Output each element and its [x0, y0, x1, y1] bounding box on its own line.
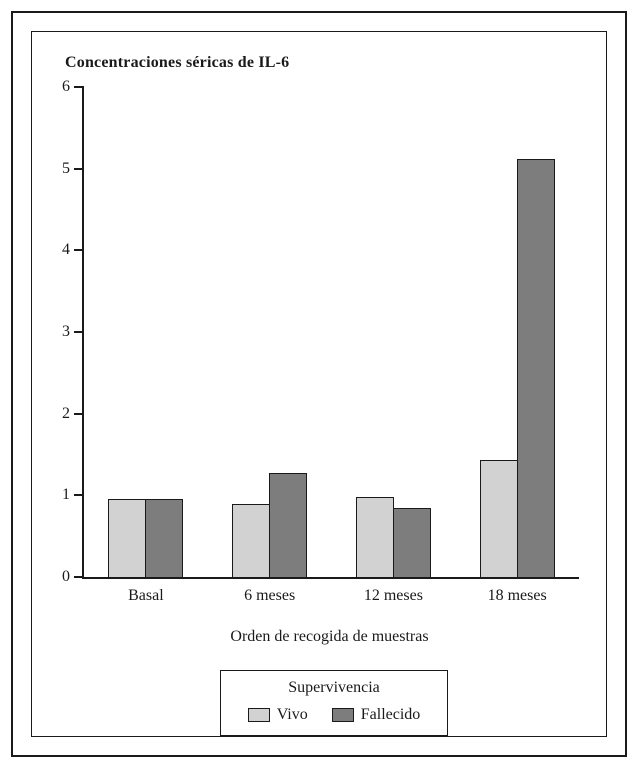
y-tick-mark	[74, 249, 84, 252]
y-tick-mark	[74, 494, 84, 497]
bar-vivo	[232, 503, 271, 577]
y-tick-label: 1	[62, 486, 70, 504]
bar-vivo	[479, 460, 518, 577]
category-label: 12 meses	[363, 587, 423, 604]
x-axis-label: Orden de recogida de muestras	[230, 628, 429, 645]
legend-swatch	[331, 708, 354, 722]
bar-fallecido	[392, 508, 431, 577]
y-tick-label: 4	[62, 241, 70, 259]
legend-swatch	[247, 708, 270, 722]
chart-title: Concentraciones séricas de IL-6	[65, 54, 290, 71]
y-tick-label: 0	[62, 568, 70, 585]
legend-title: Supervivencia	[288, 679, 380, 696]
bar-fallecido	[145, 499, 184, 577]
bar-vivo	[108, 499, 147, 577]
category-label: Basal	[128, 587, 164, 604]
legend-item-vivo: Vivo	[247, 706, 308, 724]
category-label: 6 meses	[244, 587, 296, 604]
bar-group-6-meses: 6 meses	[232, 473, 308, 604]
bar-groups: Basal 6 meses 12 meses 18 meses	[84, 87, 579, 604]
plot-area: Basal 6 meses 12 meses 18 meses 0 1 2 3 4 5 6	[62, 79, 579, 604]
figure-outer-border: Concentraciones séricas de IL-6 Basal 6 m…	[11, 11, 627, 757]
y-tick-mark	[74, 576, 84, 578]
bar-fallecido	[516, 158, 555, 577]
y-tick-mark	[74, 412, 84, 415]
bar-group-basal: Basal	[108, 499, 184, 604]
legend-label: Vivo	[276, 706, 308, 723]
y-tick-label: 5	[62, 159, 70, 177]
figure-inner-border: Concentraciones séricas de IL-6 Basal 6 m…	[31, 31, 607, 737]
category-label: 18 meses	[487, 587, 547, 604]
legend-items: Vivo Fallecido	[221, 706, 447, 724]
y-tick-mark	[74, 167, 84, 170]
y-tick-label: 3	[62, 323, 70, 340]
y-tick-label: 6	[62, 78, 70, 95]
legend-box: Supervivencia Vivo Fallecido	[220, 670, 448, 736]
bar-fallecido	[269, 473, 308, 577]
legend-item-fallecido: Fallecido	[331, 706, 421, 724]
y-tick-mark	[74, 86, 84, 88]
y-tick-label: 2	[62, 404, 70, 422]
bar-vivo	[355, 496, 394, 577]
bar-group-18-meses: 18 meses	[479, 158, 555, 604]
legend-label: Fallecido	[360, 706, 421, 723]
y-tick-mark	[74, 331, 84, 333]
bar-group-12-meses: 12 meses	[355, 496, 431, 604]
